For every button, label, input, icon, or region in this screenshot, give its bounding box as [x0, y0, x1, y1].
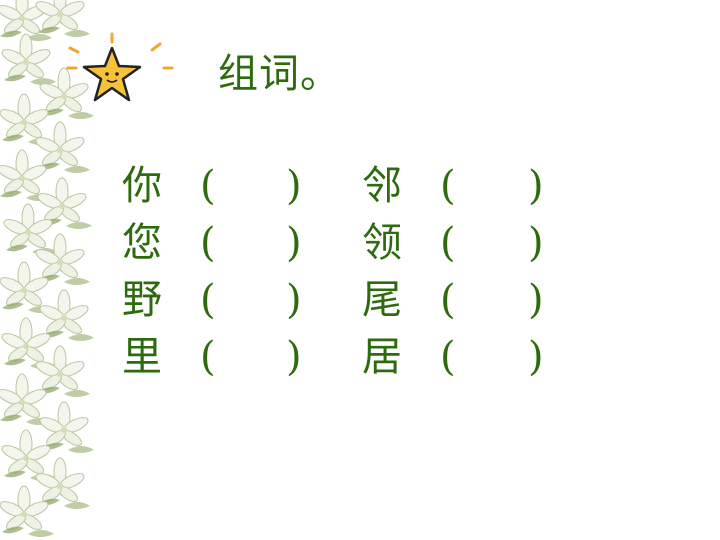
word-grid: 你 ( ) 邻 ( ) 您 ( ) 领 ( ) 野 ( ) 尾 ( ) 里 ( … [122, 158, 562, 386]
close-paren: ) [286, 334, 302, 380]
character-left: 野 [122, 277, 162, 323]
close-paren: ) [528, 220, 544, 266]
word-row: 您 ( ) 领 ( ) [122, 215, 562, 272]
close-paren: ) [528, 277, 544, 323]
open-paren: ( [200, 163, 216, 209]
open-paren: ( [200, 220, 216, 266]
open-paren: ( [440, 163, 456, 209]
character-right: 尾 [362, 277, 402, 323]
word-row: 你 ( ) 邻 ( ) [122, 158, 562, 215]
close-paren: ) [528, 334, 544, 380]
word-row: 里 ( ) 居 ( ) [122, 329, 562, 386]
close-paren: ) [286, 163, 302, 209]
character-right: 居 [362, 334, 402, 380]
character-right: 领 [362, 220, 402, 266]
open-paren: ( [200, 334, 216, 380]
character-left: 你 [122, 163, 162, 209]
character-left: 里 [122, 334, 162, 380]
open-paren: ( [440, 220, 456, 266]
open-paren: ( [200, 277, 216, 323]
star-icon [66, 32, 174, 102]
page-title: 组词。 [218, 51, 341, 97]
close-paren: ) [528, 163, 544, 209]
character-left: 您 [122, 220, 162, 266]
character-right: 邻 [362, 163, 402, 209]
open-paren: ( [440, 334, 456, 380]
open-paren: ( [440, 277, 456, 323]
word-row: 野 ( ) 尾 ( ) [122, 272, 562, 329]
close-paren: ) [286, 277, 302, 323]
close-paren: ) [286, 220, 302, 266]
